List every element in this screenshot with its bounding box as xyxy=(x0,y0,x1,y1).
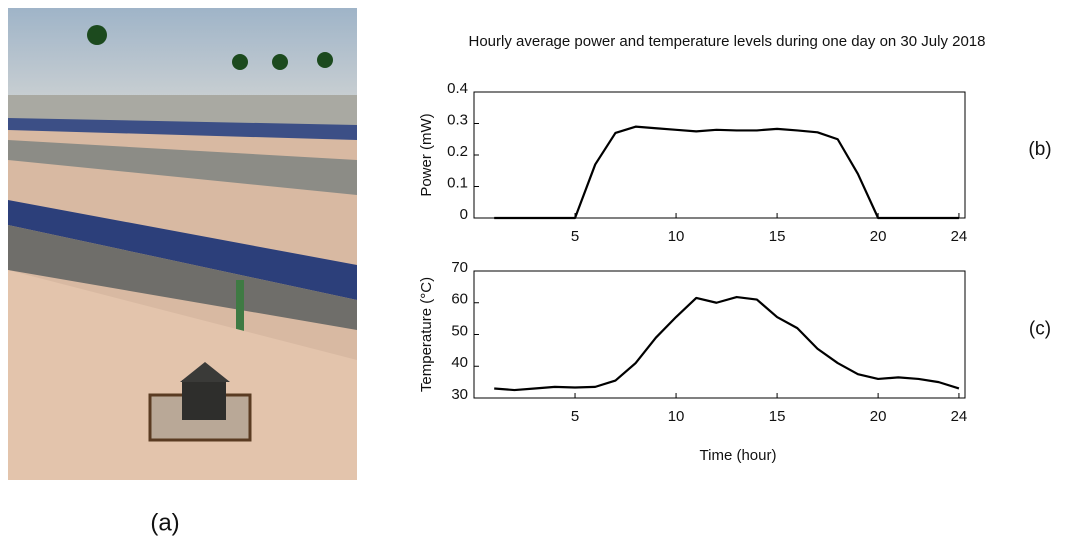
x-tick-label: 15 xyxy=(769,408,786,425)
x-tick-label: 5 xyxy=(571,228,579,245)
y-axis-label: Power (mW) xyxy=(418,113,435,196)
y-tick-label: 0.2 xyxy=(447,143,468,160)
y-tick-label: 40 xyxy=(451,354,468,371)
y-tick-label: 0.4 xyxy=(447,80,468,97)
x-tick-label: 20 xyxy=(870,228,887,245)
data-line xyxy=(494,125,959,220)
y-tick-label: 30 xyxy=(451,386,468,403)
y-tick-label: 0.1 xyxy=(447,174,468,191)
x-tick-label: 20 xyxy=(870,408,887,425)
x-tick-label: 15 xyxy=(769,228,786,245)
y-tick-label: 0.3 xyxy=(447,111,468,128)
y-tick-label: 0 xyxy=(460,206,468,223)
plot-area xyxy=(473,91,966,219)
x-tick-label: 5 xyxy=(571,408,579,425)
x-axis-label: Time (hour) xyxy=(700,447,777,464)
x-tick-label: 10 xyxy=(668,408,685,425)
y-tick-label: 50 xyxy=(451,322,468,339)
panel-label: (a) xyxy=(150,509,179,536)
x-tick-label: 10 xyxy=(668,228,685,245)
y-axis-label: Temperature (°C) xyxy=(418,277,435,392)
data-line xyxy=(494,295,960,392)
chart-title: Hourly average power and temperature lev… xyxy=(469,33,986,50)
panel-label: (b) xyxy=(1028,139,1051,160)
x-tick-label: 24 xyxy=(951,228,968,245)
y-tick-label: 70 xyxy=(451,259,468,276)
y-tick-label: 60 xyxy=(451,291,468,308)
x-tick-label: 24 xyxy=(951,408,968,425)
panel-label: (c) xyxy=(1029,319,1051,340)
photo xyxy=(8,8,357,480)
